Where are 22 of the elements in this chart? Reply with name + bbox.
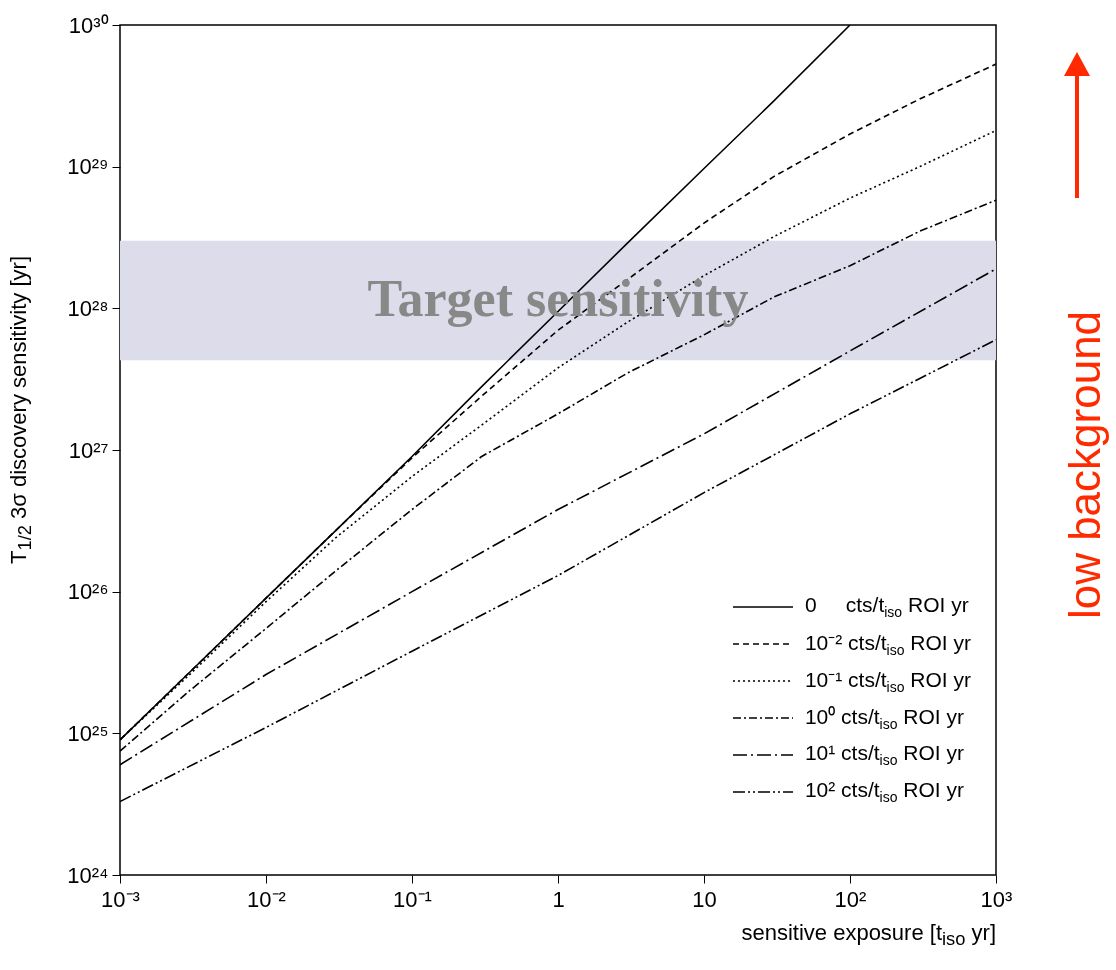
y-tick-label: 10²⁹	[67, 154, 109, 180]
legend-label: 10⁰ cts/t$_{iso}$ ROI yr	[804, 704, 964, 733]
x-tick-label: 10⁻¹	[393, 886, 432, 912]
x-tick-label: 10⁻²	[247, 886, 286, 912]
y-tick-label: 10²⁵	[67, 720, 109, 746]
legend-label: 0 cts/t$_{iso}$ ROI yr	[804, 592, 969, 621]
text: low background	[1060, 310, 1110, 620]
legend-label: 10⁻² cts/t$_{iso}$ ROI yr	[804, 630, 971, 659]
legend-label: 10¹ cts/t$_{iso}$ ROI yr	[804, 740, 964, 769]
legend-label: 10² cts/t$_{iso}$ ROI yr	[804, 777, 964, 806]
y-tick-label: 10²⁷	[68, 437, 109, 463]
legend-label: 10⁻¹ cts/t$_{iso}$ ROI yr	[804, 667, 971, 696]
x-tick-label: 10⁻³	[101, 886, 140, 912]
x-axis-title: sensitive exposure [t$_{iso}$ yr]	[741, 920, 996, 951]
y-tick-label: 10²⁴	[67, 862, 109, 888]
x-tick-label: 10³	[980, 886, 1013, 912]
y-tick-label: 10²⁶	[67, 579, 109, 605]
x-tick-label: 1	[552, 886, 565, 912]
x-tick-label: 10²	[834, 886, 867, 912]
y-tick-label: 10²⁸	[67, 295, 109, 321]
y-tick-label: 10³⁰	[68, 12, 109, 38]
x-tick-label: 10	[692, 886, 717, 912]
